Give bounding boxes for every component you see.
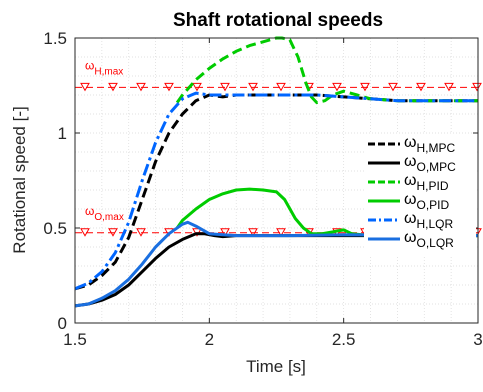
limit-marker	[164, 82, 174, 92]
x-axis-label: Time [s]	[246, 357, 306, 376]
limit-marker	[192, 82, 202, 92]
legend-box	[364, 134, 476, 256]
limit-marker	[136, 82, 146, 92]
legend-entry: ωO,PID	[404, 191, 450, 212]
limit-label: ωH,max	[85, 58, 123, 77]
series-line	[74, 93, 478, 291]
y-axis-label: Rotational speed [-]	[10, 106, 29, 253]
limit-marker	[108, 228, 118, 237]
legend-entry: ωO,LQR	[404, 229, 454, 250]
limit-marker	[80, 228, 90, 237]
limit-marker	[108, 82, 118, 92]
legend-entry: ωO,MPC	[404, 153, 456, 174]
limit-marker	[360, 82, 370, 92]
limit-lines: ωH,max ωO,max	[75, 58, 482, 237]
plot-frame	[74, 37, 479, 324]
series-line	[74, 220, 479, 308]
chart-title: Shaft rotational speeds	[173, 10, 383, 31]
data-series	[74, 36, 479, 308]
axis-ticks: 1.5 2 2.5 3 0 0.5 1 1.5	[43, 29, 482, 349]
series-line	[175, 36, 478, 105]
series-line	[74, 91, 478, 291]
limit-marker	[444, 82, 454, 92]
legend-entry: ωH,LQR	[404, 210, 454, 231]
legend-entry: ωH,MPC	[404, 134, 456, 155]
limit-marker	[220, 228, 230, 237]
limit-marker	[136, 228, 146, 237]
legend-entry: ωH,PID	[404, 172, 449, 193]
limit-marker	[332, 82, 342, 92]
limit-marker	[276, 228, 286, 237]
limit-marker	[472, 82, 482, 92]
limit-marker	[388, 82, 398, 92]
limit-marker	[248, 228, 258, 237]
y-tick-label: 1.5	[43, 29, 67, 48]
x-tick-label: 1.5	[63, 330, 87, 349]
y-tick-label: 0	[58, 314, 67, 333]
y-tick-label: 1	[58, 124, 67, 143]
limit-label: ωO,max	[85, 204, 124, 223]
x-tick-label: 2.5	[332, 330, 356, 349]
x-tick-label: 3	[473, 330, 482, 349]
limit-marker	[80, 82, 90, 92]
y-tick-label: 0.5	[43, 219, 67, 238]
limit-marker	[220, 82, 230, 92]
series-line	[175, 187, 478, 238]
limit-marker	[276, 82, 286, 92]
limit-marker	[416, 82, 426, 92]
limit-marker	[248, 82, 258, 92]
x-tick-label: 2	[205, 330, 214, 349]
